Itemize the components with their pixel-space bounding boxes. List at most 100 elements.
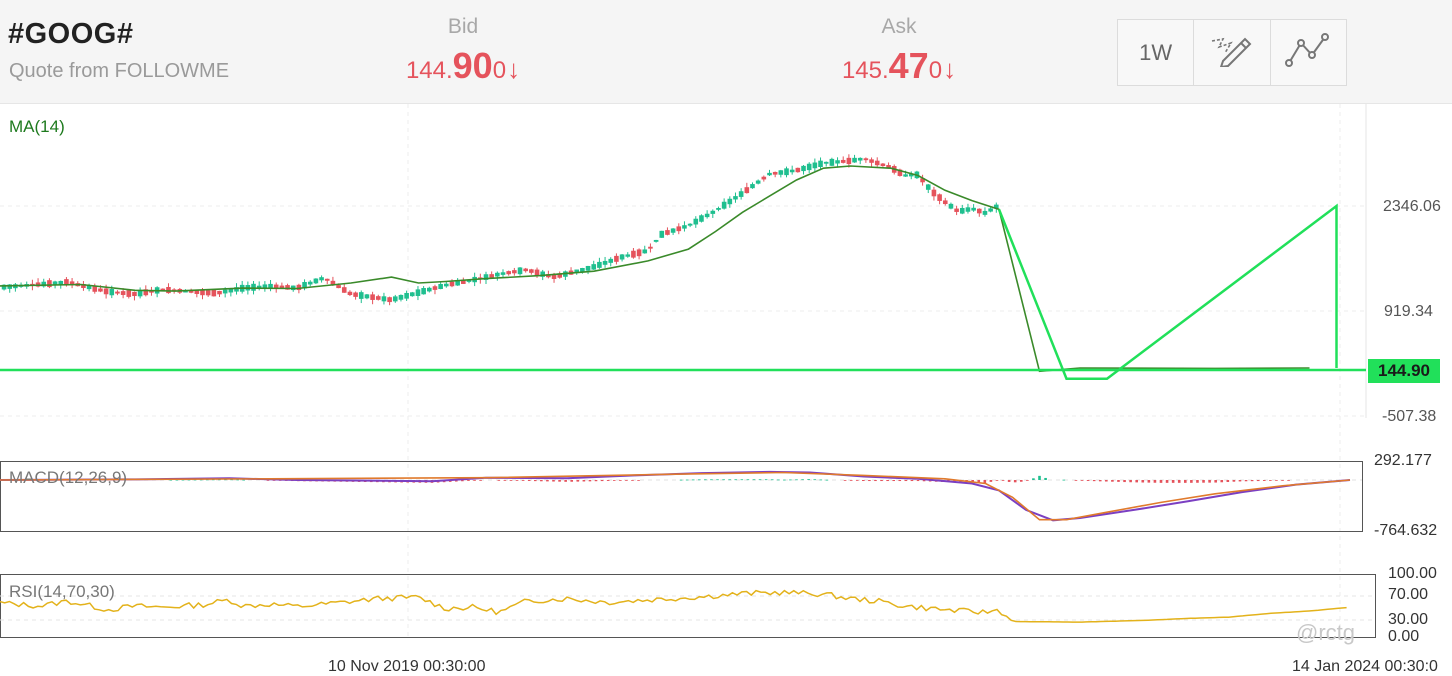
macd-histogram-bar bbox=[989, 480, 993, 482]
quote-header: #GOOG# Quote from FOLLOWME Bid 144.900↓ … bbox=[0, 0, 1452, 104]
y-tick-label: 2346.06 bbox=[1383, 198, 1441, 215]
macd-histogram-bar bbox=[1019, 480, 1023, 482]
rsi-y-tick: 70.00 bbox=[1388, 586, 1429, 603]
macd-histogram-bar bbox=[637, 480, 640, 481]
candle bbox=[727, 198, 733, 205]
candle bbox=[908, 173, 914, 177]
candle bbox=[92, 285, 98, 292]
macd-histogram-bar bbox=[1171, 480, 1175, 483]
candle bbox=[959, 207, 965, 214]
candle bbox=[948, 203, 954, 209]
candle bbox=[324, 278, 330, 281]
macd-histogram-bar bbox=[1262, 480, 1266, 481]
candle bbox=[392, 296, 398, 302]
macd-histogram-bar bbox=[698, 479, 701, 481]
candle bbox=[421, 288, 426, 295]
candle bbox=[789, 169, 795, 173]
macd-histogram-bar bbox=[898, 480, 902, 482]
candle bbox=[211, 289, 217, 297]
candle bbox=[69, 281, 75, 286]
chart-toolbar: 1W bbox=[1117, 19, 1347, 86]
macd-line bbox=[0, 470, 1351, 522]
macd-histogram-bar bbox=[892, 480, 895, 482]
macd-histogram-bar bbox=[1184, 480, 1187, 483]
candle bbox=[954, 208, 959, 212]
rsi-line bbox=[0, 589, 1347, 623]
macd-histogram-bar bbox=[904, 480, 908, 482]
bid-prefix: 144. bbox=[405, 57, 453, 84]
candle bbox=[455, 280, 460, 286]
indicator-tool-button[interactable] bbox=[1271, 20, 1346, 85]
candle bbox=[925, 184, 931, 190]
macd-histogram-bar bbox=[819, 479, 823, 481]
candle bbox=[557, 273, 563, 278]
ask-suffix: 0 bbox=[928, 57, 943, 84]
candle bbox=[988, 208, 993, 212]
draw-tool-button[interactable] bbox=[1194, 20, 1271, 85]
macd-histogram-bar bbox=[242, 479, 245, 481]
quote-source: Quote from FOLLOWME bbox=[9, 60, 230, 82]
current-price-tag: 144.90 bbox=[1368, 359, 1440, 383]
candle bbox=[506, 271, 511, 275]
macd-histogram-bar bbox=[1256, 480, 1260, 482]
macd-histogram-bar bbox=[169, 479, 173, 481]
candle bbox=[761, 176, 767, 180]
macd-histogram-bar bbox=[825, 479, 829, 481]
candle bbox=[852, 157, 857, 163]
candle bbox=[273, 284, 279, 289]
macd-histogram-bar bbox=[752, 479, 756, 481]
macd-histogram-bar bbox=[521, 480, 525, 481]
candle bbox=[438, 284, 443, 290]
candle bbox=[415, 289, 421, 296]
candle bbox=[580, 268, 585, 272]
candle bbox=[336, 285, 341, 289]
macd-histogram-bar bbox=[619, 480, 622, 481]
rsi-panel-frame bbox=[0, 574, 1376, 638]
macd-histogram-bar bbox=[953, 480, 956, 482]
candle bbox=[256, 285, 262, 288]
candle bbox=[296, 284, 302, 291]
candle bbox=[840, 159, 846, 163]
macd-histogram-bar bbox=[843, 480, 847, 481]
macd-histogram-bar bbox=[1190, 480, 1193, 483]
macd-histogram-bar bbox=[910, 480, 914, 482]
macd-histogram-bar bbox=[1147, 480, 1151, 483]
candle bbox=[166, 286, 171, 294]
candle bbox=[358, 292, 364, 299]
candle bbox=[404, 292, 409, 299]
macd-histogram-bar bbox=[1105, 480, 1108, 482]
macd-histogram-bar bbox=[789, 479, 792, 481]
macd-histogram-bar bbox=[1177, 480, 1181, 483]
candle bbox=[971, 207, 976, 211]
candle bbox=[52, 281, 58, 285]
candle bbox=[937, 194, 942, 201]
macd-histogram-bar bbox=[1001, 480, 1005, 481]
rsi-indicator-label: RSI(14,70,30) bbox=[9, 582, 115, 601]
macd-histogram-bar bbox=[704, 479, 707, 481]
y-tick-label: 919.34 bbox=[1384, 303, 1433, 320]
candle bbox=[585, 265, 591, 271]
macd-histogram-bar bbox=[1080, 480, 1084, 481]
candle bbox=[205, 290, 211, 296]
candle bbox=[330, 280, 336, 286]
macd-y-tick: -764.632 bbox=[1374, 522, 1438, 539]
rsi-y-tick: 30.00 bbox=[1388, 611, 1429, 628]
macd-histogram-bar bbox=[1013, 480, 1017, 483]
candle bbox=[115, 291, 120, 294]
macd-histogram-bar bbox=[515, 480, 519, 481]
bid-big-digits: 90 bbox=[452, 45, 493, 86]
macd-histogram-bar bbox=[205, 479, 209, 481]
candle bbox=[222, 289, 228, 294]
drawn-trendline[interactable] bbox=[997, 203, 1338, 380]
macd-histogram-bar bbox=[479, 480, 482, 481]
timeframe-button[interactable]: 1W bbox=[1118, 20, 1195, 85]
macd-histogram-bar bbox=[461, 480, 464, 482]
candle bbox=[682, 225, 687, 229]
candle bbox=[699, 215, 704, 222]
macd-histogram-bar bbox=[1159, 480, 1163, 483]
candle bbox=[319, 277, 324, 281]
candle bbox=[41, 281, 47, 287]
candle bbox=[512, 270, 517, 274]
macd-histogram-bar bbox=[1220, 480, 1224, 483]
